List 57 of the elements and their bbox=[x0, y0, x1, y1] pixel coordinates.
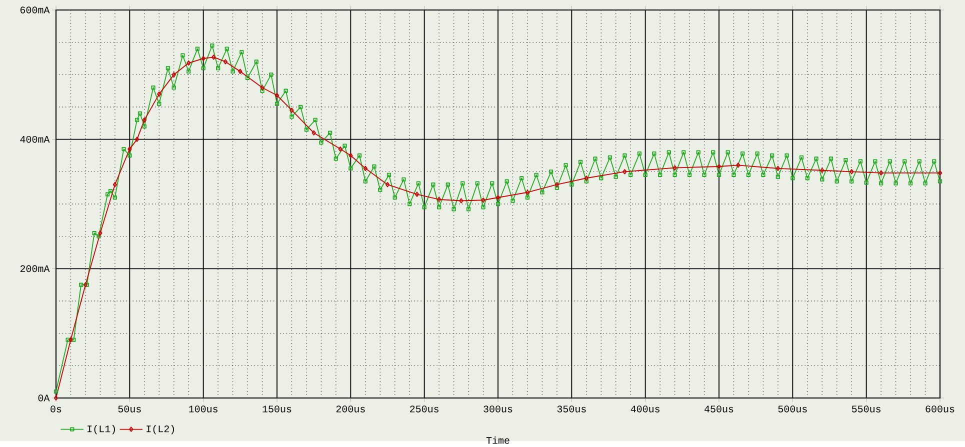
point bbox=[414, 192, 420, 197]
x-tick-label: 150us bbox=[262, 406, 292, 412]
x-axis-title: Time bbox=[486, 436, 510, 444]
point bbox=[128, 146, 132, 152]
x-tick-label: 100us bbox=[189, 406, 218, 412]
point bbox=[201, 56, 206, 62]
point bbox=[112, 182, 118, 188]
point bbox=[186, 60, 191, 66]
point bbox=[850, 168, 854, 174]
x-tick-label: 600us bbox=[926, 406, 954, 412]
point bbox=[672, 165, 677, 170]
x-tick-label: 550us bbox=[852, 406, 880, 412]
y-tick-label: 400mA bbox=[20, 136, 50, 143]
x-tick-label: 200us bbox=[336, 406, 365, 412]
point bbox=[820, 168, 824, 173]
x-tick-label: 400us bbox=[630, 406, 660, 412]
x-tick-label: 350us bbox=[557, 406, 586, 412]
point bbox=[736, 162, 740, 168]
point bbox=[157, 91, 162, 97]
x-tick-label: 300us bbox=[484, 406, 512, 412]
legend-label: I(L1) bbox=[88, 424, 115, 434]
point bbox=[584, 175, 588, 181]
point bbox=[525, 190, 530, 195]
x-tick-label: 0s bbox=[50, 406, 62, 412]
legend-label: I(L2) bbox=[146, 424, 174, 434]
point bbox=[172, 72, 176, 78]
point bbox=[481, 197, 486, 203]
x-tick-label: 450us bbox=[704, 406, 734, 412]
point bbox=[348, 152, 353, 158]
point bbox=[238, 68, 242, 74]
point bbox=[716, 164, 722, 170]
point bbox=[98, 230, 102, 236]
point bbox=[223, 59, 228, 64]
x-tick-label: 250us bbox=[410, 406, 438, 412]
point bbox=[879, 170, 884, 176]
point bbox=[312, 130, 316, 136]
y-tick-label: 200mA bbox=[20, 265, 50, 272]
point bbox=[459, 198, 464, 204]
y-tick-label: 600mA bbox=[20, 6, 50, 14]
point bbox=[134, 136, 140, 142]
point bbox=[212, 54, 216, 60]
point bbox=[142, 117, 146, 122]
point bbox=[290, 108, 294, 113]
x-tick-label: 500us bbox=[778, 406, 807, 412]
point bbox=[260, 84, 264, 90]
point bbox=[496, 194, 500, 200]
y-tick-label: 0A bbox=[38, 394, 50, 402]
point bbox=[338, 146, 342, 152]
point bbox=[437, 196, 442, 202]
point bbox=[274, 92, 280, 98]
point bbox=[68, 337, 73, 342]
point bbox=[363, 166, 368, 171]
point bbox=[385, 182, 390, 188]
point bbox=[554, 182, 560, 188]
point bbox=[776, 166, 780, 171]
x-tick-label: 50us bbox=[118, 406, 141, 412]
point bbox=[622, 168, 627, 174]
